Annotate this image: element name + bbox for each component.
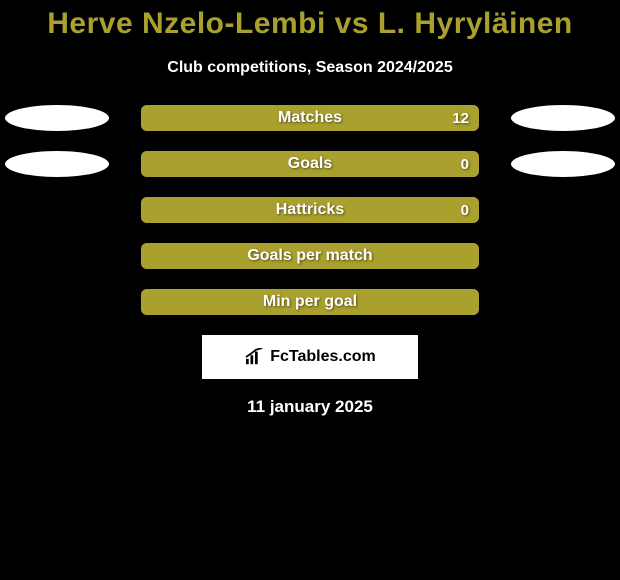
stat-label: Min per goal — [141, 289, 479, 315]
stat-bar: Hattricks0 — [141, 197, 479, 223]
right-oval — [511, 105, 615, 131]
stat-row: Hattricks0 — [0, 197, 620, 223]
stat-value: 0 — [461, 151, 469, 177]
stat-row: Goals per match — [0, 243, 620, 269]
left-oval — [5, 151, 109, 177]
logo-box: FcTables.com — [202, 335, 418, 379]
left-oval — [5, 105, 109, 131]
stat-value: 0 — [461, 197, 469, 223]
stat-label: Goals — [141, 151, 479, 177]
stat-bar: Matches12 — [141, 105, 479, 131]
stat-row: Min per goal — [0, 289, 620, 315]
page-title: Herve Nzelo-Lembi vs L. Hyryläinen — [0, 7, 620, 41]
infographic-container: Herve Nzelo-Lembi vs L. Hyryläinen Club … — [0, 0, 620, 580]
logo: FcTables.com — [244, 348, 376, 366]
right-oval — [511, 151, 615, 177]
stat-bar: Goals0 — [141, 151, 479, 177]
stat-value: 12 — [452, 105, 469, 131]
stats-rows: Matches12Goals0Hattricks0Goals per match… — [0, 105, 620, 315]
subtitle: Club competitions, Season 2024/2025 — [0, 59, 620, 77]
stat-label: Hattricks — [141, 197, 479, 223]
stat-label: Matches — [141, 105, 479, 131]
stat-bar: Goals per match — [141, 243, 479, 269]
stat-bar: Min per goal — [141, 289, 479, 315]
stat-label: Goals per match — [141, 243, 479, 269]
logo-text: FcTables.com — [270, 348, 376, 366]
date-text: 11 january 2025 — [0, 397, 620, 417]
chart-icon — [244, 348, 266, 366]
stat-row: Matches12 — [0, 105, 620, 131]
stat-row: Goals0 — [0, 151, 620, 177]
